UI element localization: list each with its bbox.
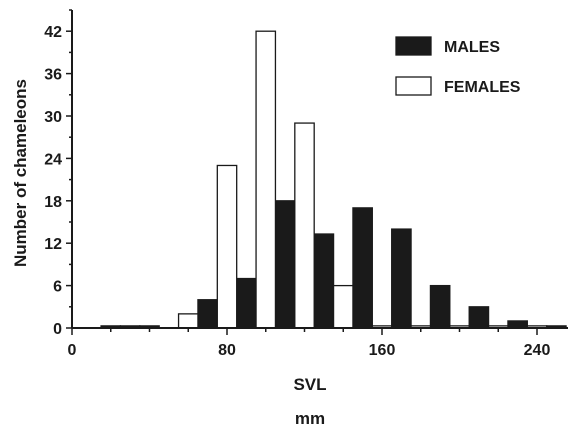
male-bar-170 [391,228,412,329]
female-bar-120 [294,122,315,329]
y-tick-label: 24 [44,151,62,168]
x-axis-label: SVL [293,375,326,394]
x-tick-label: 160 [369,342,396,359]
male-bar-90 [236,277,257,329]
male-bar-110 [274,200,296,329]
y-tick-label: 18 [44,194,62,211]
female-bar-100 [255,30,277,329]
female-bar-140 [332,284,354,329]
y-axis-label: Number of chameleons [11,79,30,267]
male-bar-210 [468,306,490,329]
male-bar-70 [197,299,218,329]
y-tick-label: 36 [44,67,62,84]
x-tick-label: 240 [524,342,551,359]
y-tick-label: 12 [44,236,62,253]
legend-swatch-females [395,76,432,96]
x-tick-label: 0 [68,342,77,359]
male-bar-230 [507,320,528,329]
y-tick-label: 0 [53,321,62,338]
male-bar-130 [313,233,335,329]
male-bar-190 [429,284,451,329]
legend: MALES FEMALES [395,36,521,96]
female-bar-80 [216,164,238,329]
legend-swatch-males [395,36,432,56]
legend-label-females: FEMALES [444,79,521,96]
x-tick-label: 80 [218,342,236,359]
y-tick-label: 30 [44,109,62,126]
x-axis-unit: mm [295,409,325,426]
female-bar-60 [177,313,199,329]
x-ticks-group: 0 80 160 240 [68,328,551,359]
y-tick-label: 42 [44,24,62,41]
bars-group [100,30,567,329]
y-tick-label: 6 [53,279,62,296]
legend-label-males: MALES [444,39,500,56]
male-bar-150 [352,207,373,329]
y-ticks-group: 0 6 12 18 24 30 36 42 [44,9,72,338]
